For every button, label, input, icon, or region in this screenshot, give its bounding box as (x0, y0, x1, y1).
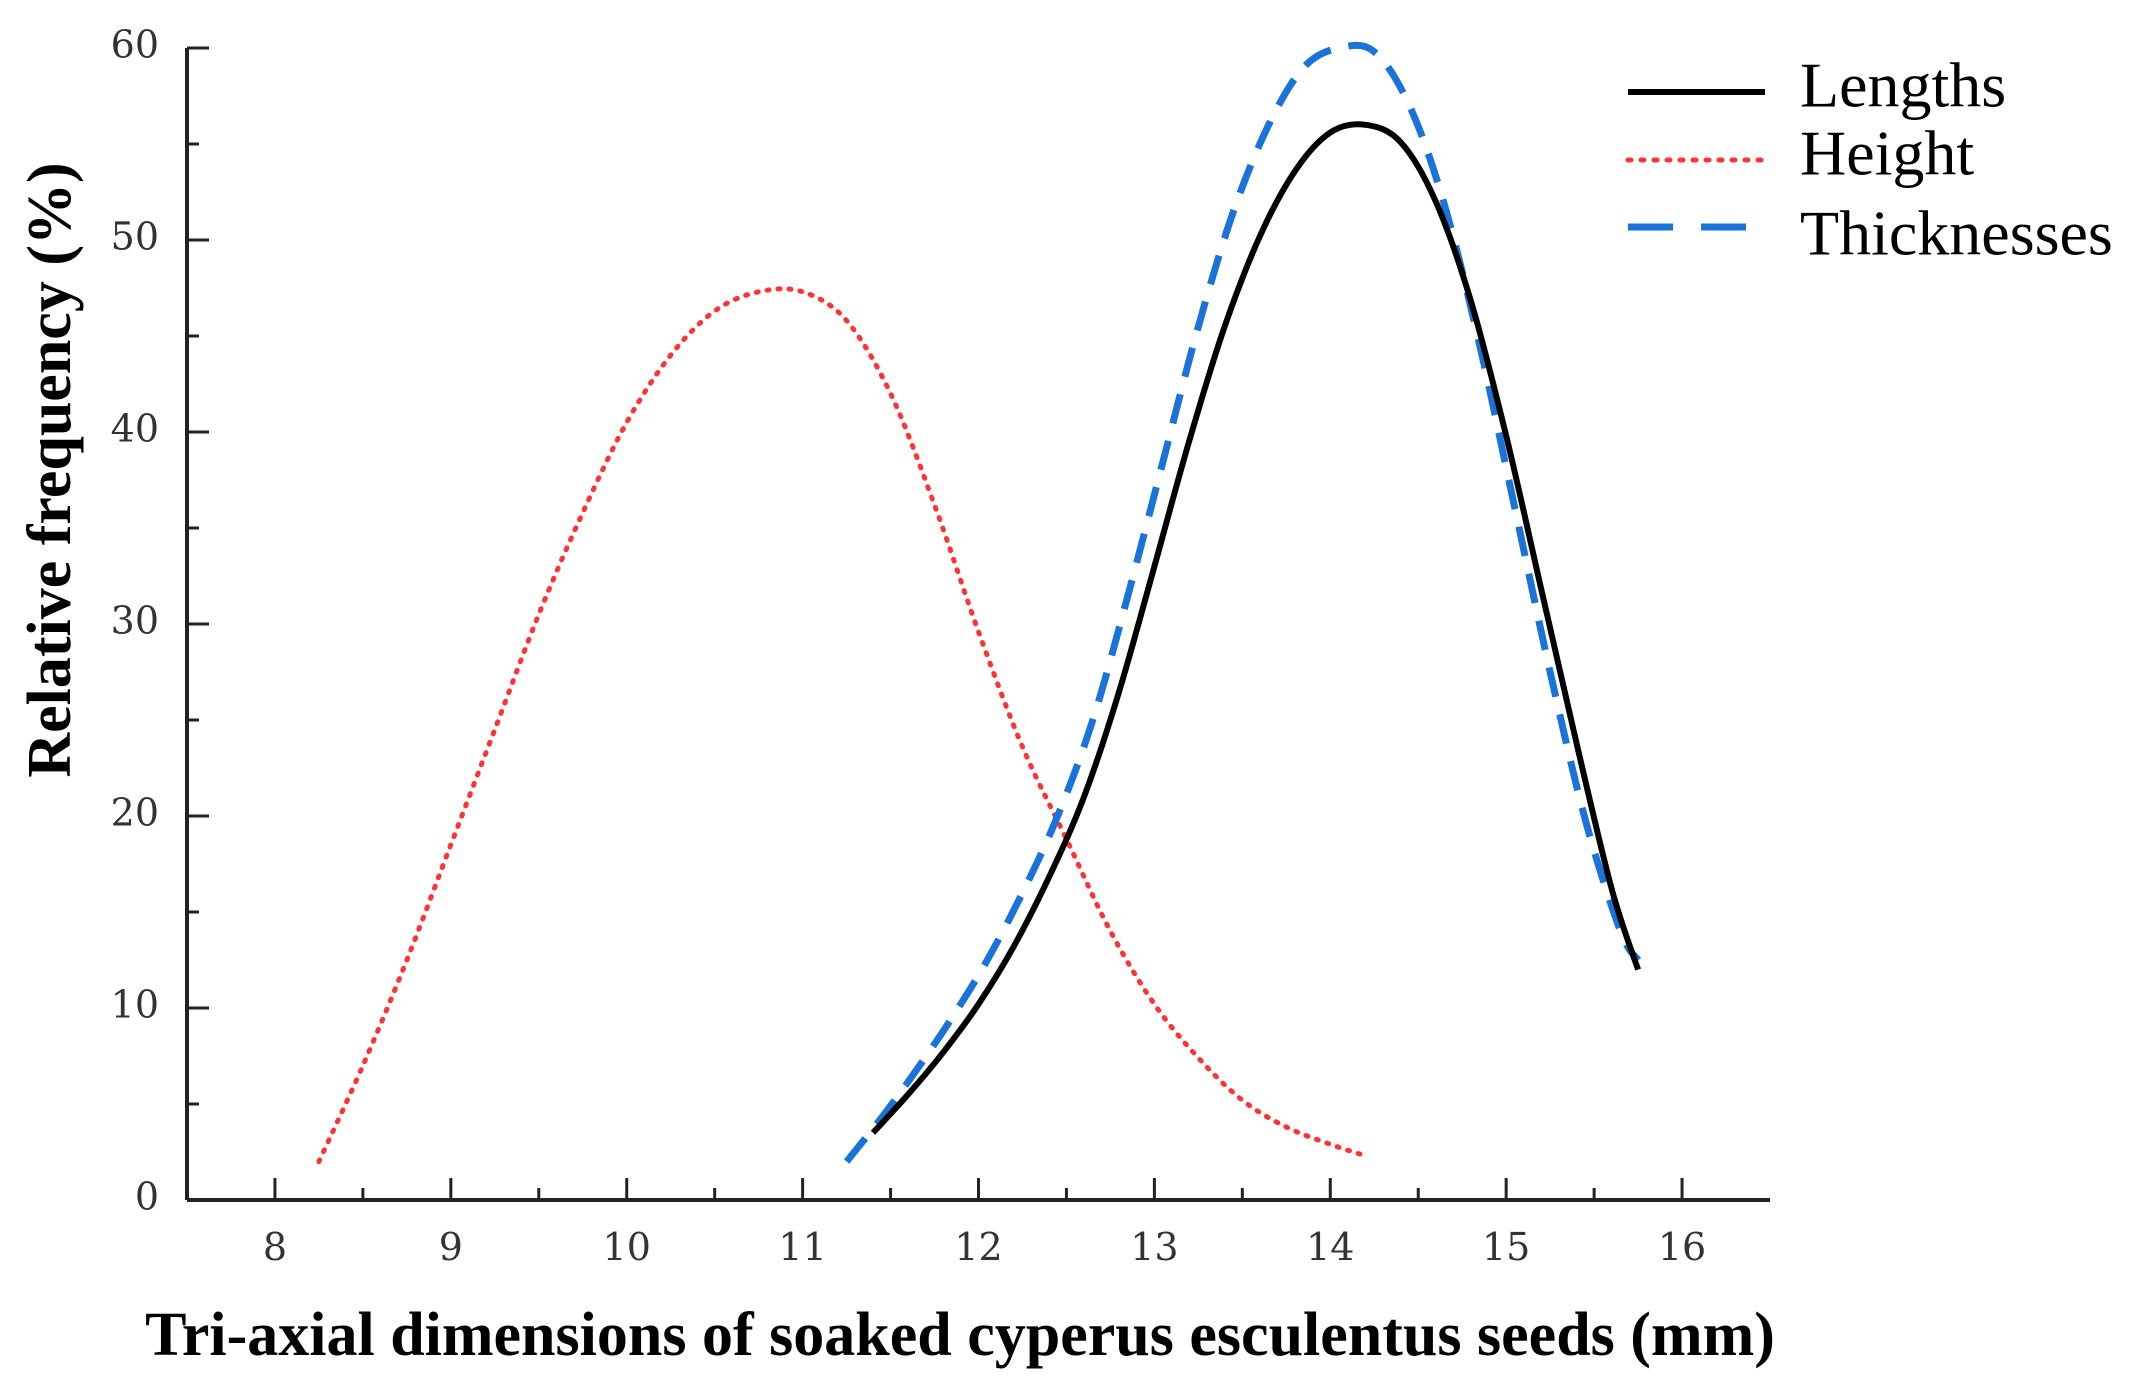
x-tick-label: 8 (263, 1225, 287, 1269)
series-line-lengths (870, 121, 1641, 1135)
legend-label-thicknesses: Thicknesses (1800, 198, 2113, 269)
series-line-thicknesses (843, 41, 1642, 1164)
y-ticks: 0 10 20 30 40 50 60 (111, 23, 209, 1219)
y-tick-label: 0 (135, 1175, 159, 1219)
series-layer (316, 41, 1642, 1165)
legend-label-height: Height (1800, 118, 1974, 189)
x-ticks: 8 9 10 11 12 13 14 15 16 (185, 1178, 1706, 1269)
legend-label-lengths: Lengths (1800, 50, 2006, 121)
x-tick-label: 12 (954, 1225, 1002, 1269)
y-tick-label: 50 (111, 215, 159, 259)
series-line-height (316, 286, 1368, 1165)
x-tick-label: 10 (603, 1225, 651, 1269)
x-axis-title: Tri-axial dimensions of soaked cyperus e… (145, 1301, 1775, 1369)
y-axis-title: Relative frequency (%) (16, 162, 84, 777)
x-tick-label: 9 (439, 1225, 463, 1269)
x-tick-label: 16 (1658, 1225, 1706, 1269)
y-tick-label: 40 (111, 407, 159, 451)
x-tick-label: 15 (1482, 1225, 1530, 1269)
y-tick-label: 20 (111, 791, 159, 835)
x-tick-label: 13 (1130, 1225, 1178, 1269)
x-tick-label: 14 (1306, 1225, 1354, 1269)
y-tick-label: 30 (111, 599, 159, 643)
axes (185, 48, 1770, 1202)
y-tick-label: 60 (111, 23, 159, 67)
x-tick-label: 11 (778, 1225, 826, 1269)
legend: Lengths Height Thicknesses (1625, 50, 2113, 269)
y-tick-label: 10 (111, 983, 159, 1027)
